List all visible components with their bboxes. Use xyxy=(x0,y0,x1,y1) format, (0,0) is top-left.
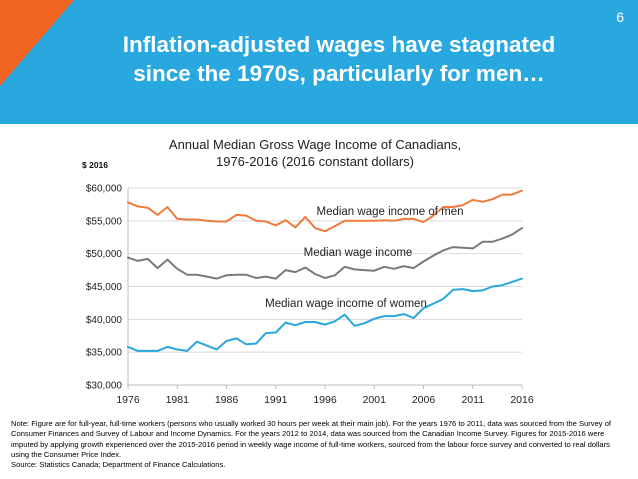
series-label-median: Median wage income xyxy=(304,247,413,259)
footnote: Note: Figure are for full-year, full-tim… xyxy=(11,419,629,470)
y-tick-label: $35,000 xyxy=(86,348,123,359)
y-tick-label: $60,000 xyxy=(86,184,123,195)
x-tick-label: 2011 xyxy=(461,394,484,406)
chart-title-line-2: 1976-2016 (2016 constant dollars) xyxy=(216,154,414,169)
x-tick-label: 1991 xyxy=(264,394,288,406)
y-tick-label: $55,000 xyxy=(86,216,123,227)
y-tick-label: $40,000 xyxy=(86,315,123,326)
wage-line-chart: $30,000 $35,000 $40,000 $45,000 $50,000 $55,0… xyxy=(82,137,534,406)
title-banner: Inflation-adjusted wages have stagnated … xyxy=(0,0,638,124)
gridlines xyxy=(128,187,522,353)
series-lines xyxy=(127,189,523,352)
x-tick-labels: 1976 1981 1986 1991 1996 2001 2006 2011 2016 xyxy=(116,385,534,406)
series-label-women: Median wage income of women xyxy=(265,298,427,310)
x-tick-label: 2016 xyxy=(510,394,534,406)
slide-title: Inflation-adjusted wages have stagnated … xyxy=(40,30,638,88)
x-tick-label: 1976 xyxy=(116,394,140,406)
chart-title-line-1: Annual Median Gross Wage Income of Canad… xyxy=(169,137,461,152)
x-tick-label: 2006 xyxy=(412,394,436,406)
series-line-median xyxy=(127,227,523,280)
slide-title-line-1: Inflation-adjusted wages have stagnated xyxy=(122,32,556,57)
x-tick-label: 1981 xyxy=(166,394,190,406)
page-number: 6 xyxy=(616,9,624,25)
y-tick-labels: $30,000 $35,000 $40,000 $45,000 $50,000 $55,0… xyxy=(86,184,123,392)
footnote-source: Source: Statistics Canada; Department of… xyxy=(11,460,226,470)
x-tick-label: 2001 xyxy=(363,394,387,406)
x-tick-label: 1996 xyxy=(313,394,337,406)
series-line-men xyxy=(127,189,523,233)
series-line-women xyxy=(127,277,523,352)
banner-orange-triangle xyxy=(0,0,74,86)
y-tick-label: $50,000 xyxy=(86,249,123,260)
y-tick-label: $30,000 xyxy=(86,381,123,392)
x-tick-label: 1986 xyxy=(215,394,239,406)
slide-title-line-2: since the 1970s, particularly for men… xyxy=(133,61,545,86)
footnote-text: Note: Figure are for full-year, full-tim… xyxy=(11,419,612,459)
y-axis-unit-label: $ 2016 xyxy=(82,160,108,170)
y-tick-label: $45,000 xyxy=(86,282,123,293)
series-label-men: Median wage income of men xyxy=(316,206,463,218)
